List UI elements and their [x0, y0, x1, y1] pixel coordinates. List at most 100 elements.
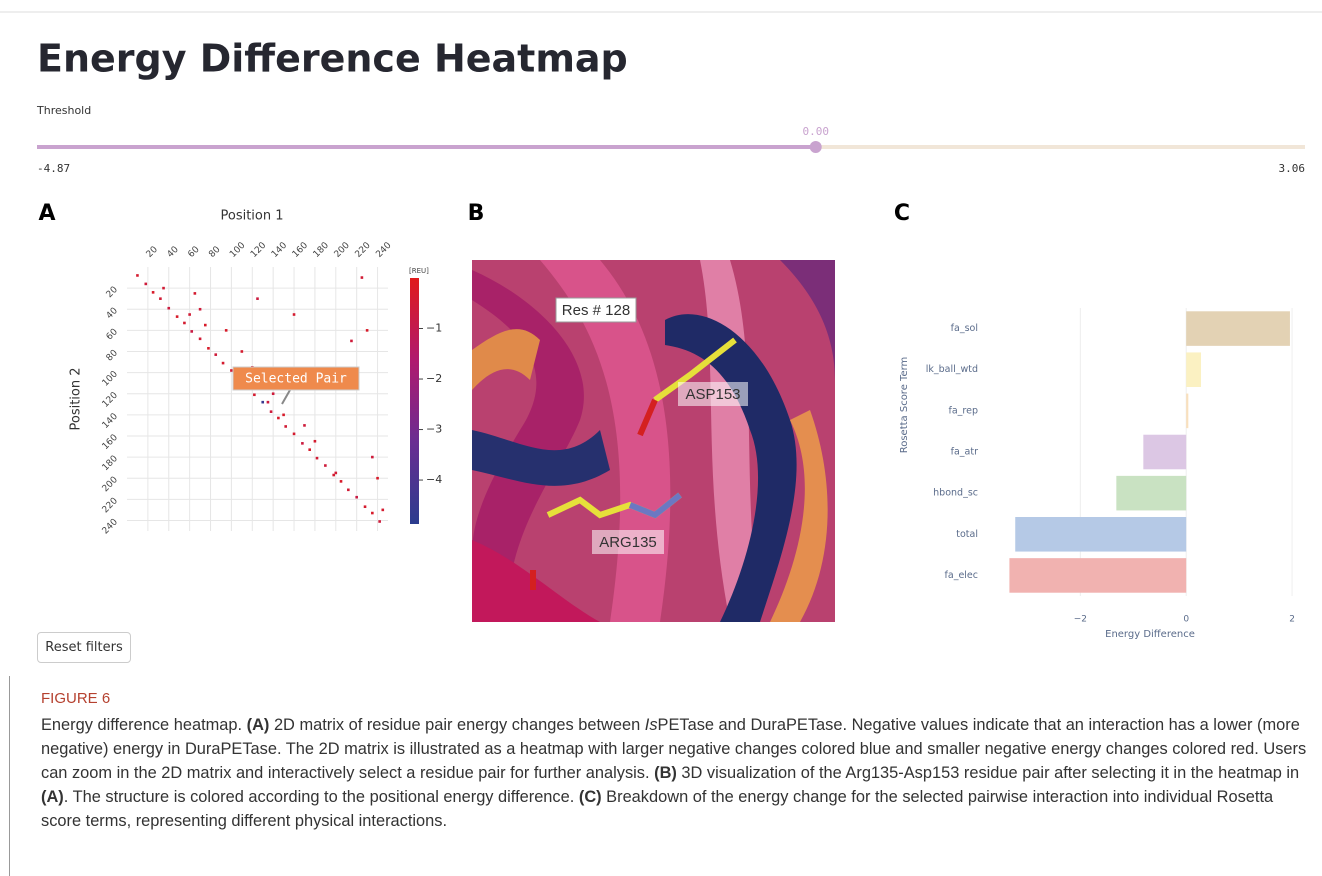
page: Energy Difference Heatmap Threshold A B … — [0, 0, 1322, 876]
heatmap-cell — [222, 362, 225, 365]
x-tick-label: 240 — [374, 240, 393, 259]
bar — [1116, 476, 1186, 511]
slider-max: 3.06 — [1279, 162, 1306, 175]
heatmap-cell — [194, 292, 197, 295]
reset-button[interactable]: Reset filters — [37, 632, 131, 663]
bar — [1143, 435, 1186, 470]
bar — [1009, 558, 1186, 593]
heatmap-cell — [230, 369, 233, 372]
heatmap-cell — [282, 414, 285, 417]
y-tick-label: total — [956, 529, 978, 540]
x-tick-label: 200 — [333, 240, 352, 259]
colorbar-tick-label: −3 — [426, 423, 442, 436]
y-tick-label: fa_elec — [945, 570, 978, 581]
app-screen: Energy Difference Heatmap Threshold A B … — [0, 0, 1322, 676]
heatmap-cell — [301, 442, 304, 445]
slider-min: -4.87 — [37, 162, 70, 175]
bar — [1186, 394, 1188, 429]
heatmap-cell — [350, 340, 353, 343]
y-axis-title: Position 2 — [69, 367, 84, 430]
heatmap-cell — [272, 392, 275, 395]
figure-label: FIGURE 6 — [41, 690, 110, 707]
heatmap-cell — [144, 283, 147, 286]
heatmap-cell — [162, 287, 165, 290]
heatmap-cell — [253, 393, 256, 396]
caption-run: (B) — [654, 764, 677, 782]
caption-run: (A) — [247, 716, 270, 734]
y-tick-label: 60 — [105, 327, 120, 342]
page-title: Energy Difference Heatmap — [37, 37, 628, 81]
y-tick-label: 100 — [101, 369, 120, 388]
y-tick-label: 240 — [101, 517, 120, 536]
heatmap-cell — [347, 489, 350, 492]
heatmap-cell — [270, 410, 273, 413]
heatmap-cell — [207, 347, 210, 350]
heatmap-cell — [199, 338, 202, 341]
heatmap-cell — [324, 464, 327, 467]
heatmap-cell — [355, 496, 358, 499]
heatmap-cell — [371, 512, 374, 515]
caption-run: (C) — [579, 788, 602, 806]
heatmap-cell — [152, 291, 155, 294]
bar — [1186, 311, 1290, 346]
heatmap-cell — [308, 448, 311, 451]
slider-handle — [810, 141, 822, 153]
y-tick-label: 40 — [105, 306, 120, 321]
y-axis-title: Rosetta Score Term — [899, 357, 910, 454]
heatmap-cell — [378, 520, 381, 523]
caption-border — [9, 676, 10, 876]
annotation-text: Selected Pair — [245, 372, 347, 387]
heatmap-cell — [261, 401, 264, 404]
panel-label: A — [38, 201, 55, 226]
heatmap-cell — [340, 480, 343, 483]
slider-value: 0.00 — [802, 125, 829, 138]
heatmap-cell — [159, 297, 162, 300]
y-tick-label: 180 — [101, 454, 120, 473]
heatmap-cell — [293, 313, 296, 316]
structure-label: ASP153 — [685, 386, 740, 403]
panel-label: B — [468, 201, 485, 226]
heatmap-cell — [204, 324, 207, 327]
heatmap-cell — [376, 477, 379, 480]
heatmap-cell — [277, 417, 280, 420]
bar — [1186, 352, 1201, 387]
heatmap-cell — [183, 322, 186, 325]
heatmap-cell — [364, 505, 367, 508]
heatmap-cell — [366, 329, 369, 332]
heatmap-cell — [314, 440, 317, 443]
heatmap-cell — [335, 472, 338, 475]
x-axis-title: Energy Difference — [1105, 629, 1195, 640]
heatmap-cell — [190, 330, 193, 333]
y-tick-label: lk_ball_wtd — [926, 364, 978, 375]
heatmap-cell — [284, 425, 287, 428]
heatmap-cell — [316, 457, 319, 460]
heatmap-cell — [361, 276, 364, 279]
y-tick-label: 20 — [105, 285, 120, 300]
structure-view: Res # 128 ASP153 ARG135 — [472, 260, 835, 622]
heatmap-cell — [371, 456, 374, 459]
heatmap-cell — [225, 329, 228, 332]
bar — [1015, 517, 1186, 552]
colorbar-tick-label: −1 — [426, 322, 442, 335]
x-tick-label: 140 — [270, 240, 289, 259]
structure-label: ARG135 — [599, 534, 657, 551]
caption-run: . The structure is colored according to … — [64, 788, 579, 806]
heatmap-cell — [214, 353, 217, 356]
y-tick-label: 140 — [101, 411, 120, 430]
heatmap-cell — [188, 313, 191, 316]
figure-caption: Energy difference heatmap. (A) 2D matrix… — [41, 713, 1309, 833]
x-tick-label: 100 — [228, 240, 247, 259]
y-tick-label: 200 — [101, 475, 120, 494]
structure-label: Res # 128 — [562, 302, 630, 319]
caption-run: Energy difference heatmap. — [41, 716, 247, 734]
y-tick-label: hbond_sc — [933, 488, 978, 499]
y-tick-label: 120 — [101, 390, 120, 409]
y-tick-label: fa_rep — [949, 405, 979, 416]
caption-run: (A) — [41, 788, 64, 806]
x-tick-label: 180 — [312, 240, 331, 259]
caption-run: Is — [645, 716, 658, 734]
y-tick-label: fa_sol — [951, 323, 978, 334]
heatmap-cell — [176, 315, 179, 318]
heatmap-cell — [293, 433, 296, 436]
x-tick-label: −2 — [1074, 615, 1087, 625]
